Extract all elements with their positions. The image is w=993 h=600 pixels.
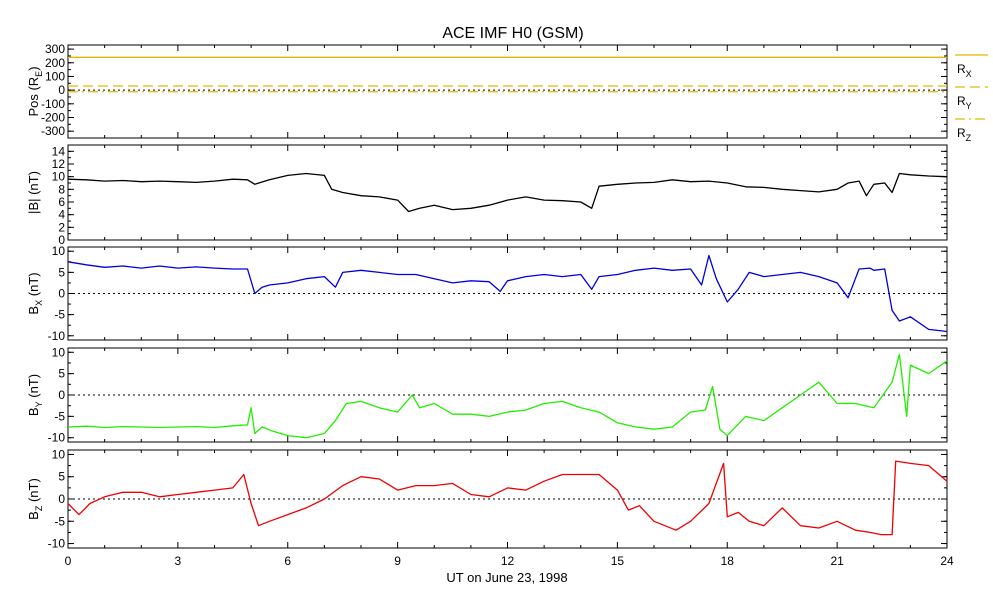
legend-entry-subscript: X (966, 69, 972, 79)
y-tick-label: -200 (41, 110, 65, 124)
y-axis-label-subscript: Z (34, 505, 44, 511)
y-tick-label: 0 (58, 83, 65, 97)
x-tick-label: 12 (501, 554, 515, 568)
y-tick-label: 8 (58, 182, 65, 196)
x-tick-label: 18 (721, 554, 735, 568)
y-tick-label: 0 (58, 388, 65, 402)
series-line-b (67, 172, 948, 213)
x-tick-label: 21 (830, 554, 844, 568)
y-tick-label: 10 (52, 244, 66, 258)
legend-entry-text: R (957, 94, 966, 108)
y-tick-label: 100 (45, 69, 65, 83)
panel-bz: 10 5 0 -5 -10 BZ (nT) 0 3 6 9 12 15 18 21 24 (26, 447, 954, 568)
x-axis-label: UT on June 23, 1998 (446, 570, 567, 585)
x-tick-label: 9 (394, 554, 401, 568)
legend-entry-text: R (957, 62, 966, 76)
x-tick-label: 0 (65, 554, 72, 568)
panel-frame (67, 144, 948, 241)
y-tick-label: 0 (58, 233, 65, 247)
y-tick-label: 10 (52, 170, 66, 184)
y-axis-label-text: B (26, 511, 41, 520)
y-tick-label: -10 (48, 431, 66, 445)
y-tick-label: 10 (52, 345, 66, 359)
legend-entry-label: RZ (957, 126, 972, 143)
y-tick-label: 5 (58, 265, 65, 279)
y-axis-label-subscript: E (34, 71, 44, 77)
legend-entry-label: RX (957, 62, 972, 79)
y-tick-label: -5 (54, 308, 65, 322)
x-tick-label: 3 (175, 554, 182, 568)
y-tick-label: -100 (41, 97, 65, 111)
y-tick-label: 2 (58, 220, 65, 234)
y-tick-label: -5 (54, 409, 65, 423)
y-tick-label: -5 (54, 514, 65, 528)
series-line-bz (67, 460, 948, 536)
y-tick-label: -300 (41, 124, 65, 138)
y-axis-label-text: ) (26, 66, 41, 70)
y-tick-label: -10 (48, 537, 66, 551)
y-tick-label: 0 (58, 287, 65, 301)
y-axis-label-text: (nT) (26, 478, 41, 505)
y-tick-label: 300 (45, 42, 65, 56)
y-axis-label: BZ (nT) (26, 478, 44, 520)
y-tick-label: 4 (58, 208, 65, 222)
series-line-by (67, 353, 948, 439)
y-axis-label-subscript: Y (34, 401, 44, 407)
legend-entry-label: RY (957, 94, 972, 111)
y-tick-label: 5 (58, 367, 65, 381)
series-line-bx (67, 254, 948, 333)
y-axis-label: BX (nT) (26, 272, 44, 314)
y-axis-label-text: Pos (R (26, 77, 41, 117)
y-axis-label-text: B (26, 407, 41, 416)
panel-by: 10 5 0 -5 -10 BY (nT) (26, 345, 948, 445)
legend-entry-subscript: Y (966, 101, 972, 111)
y-tick-label: 5 (58, 470, 65, 484)
y-tick-label: 200 (45, 56, 65, 70)
chart-title: ACE IMF H0 (GSM) (442, 25, 583, 42)
x-tick-label: 6 (284, 554, 291, 568)
y-axis-label-subscript: X (34, 300, 44, 306)
y-tick-label: 10 (52, 447, 66, 461)
y-axis-label-text: |B| (nT) (26, 171, 41, 214)
y-axis-label: BY (nT) (26, 374, 44, 416)
panel-bx: 10 5 0 -5 -10 BX (nT) (26, 244, 948, 343)
y-axis-label-text: (nT) (26, 272, 41, 299)
y-tick-label: -10 (48, 329, 66, 343)
y-axis-label-text: B (26, 306, 41, 315)
legend-entry-text: R (957, 126, 966, 140)
x-tick-label: 24 (940, 554, 954, 568)
y-tick-label: 0 (58, 492, 65, 506)
y-axis-label-text: (nT) (26, 374, 41, 401)
y-tick-label: 6 (58, 195, 65, 209)
y-tick-label: 14 (52, 144, 66, 158)
y-axis-label: |B| (nT) (26, 171, 41, 214)
y-tick-label: 12 (52, 157, 66, 171)
legend-entry-subscript: Z (966, 133, 972, 143)
y-axis-label: Pos (RE) (26, 66, 44, 116)
x-tick-label: 15 (611, 554, 625, 568)
